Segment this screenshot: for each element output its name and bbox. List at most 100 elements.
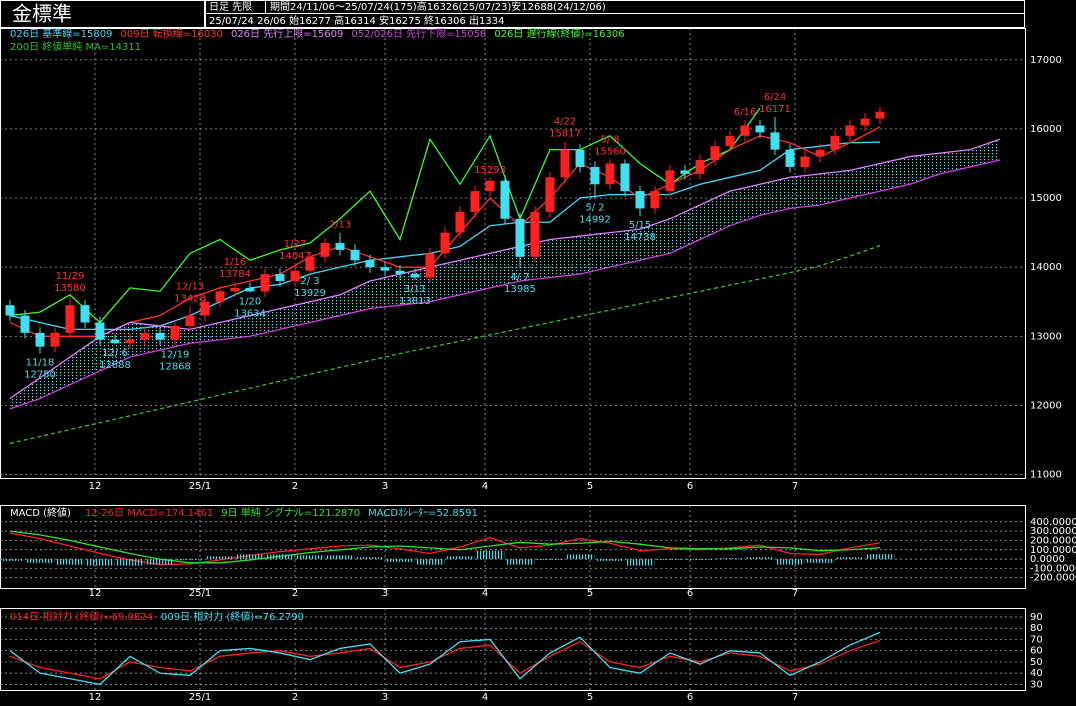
candle-body — [785, 149, 795, 167]
legend-entry: 009日 相対力 (終値)=76.2790 — [161, 610, 304, 623]
candle-body — [860, 118, 870, 126]
legend-entry: 9日 単純 シグナル=121.2870 — [221, 506, 360, 519]
annotation: 16171 — [759, 104, 791, 115]
y-tick-label: 100.0000 — [1030, 545, 1076, 556]
histogram-bar — [55, 559, 85, 565]
series-line — [9, 245, 881, 445]
candle-body — [635, 191, 645, 209]
x-tick-label: 5 — [587, 588, 593, 599]
candle-body — [260, 274, 270, 292]
y-tick-label: 12000 — [1030, 400, 1062, 411]
histogram-bar — [115, 559, 145, 566]
y-tick-label: 15000 — [1030, 193, 1062, 204]
candle-body — [500, 180, 510, 219]
candle-body — [200, 301, 210, 316]
histogram-bar — [145, 559, 175, 565]
x-tick-label: 7 — [792, 692, 798, 703]
candle-body — [560, 149, 570, 178]
candle-body — [425, 253, 435, 278]
annotation: 4/22 — [554, 117, 576, 128]
y-tick-label: 400.0000 — [1030, 517, 1076, 528]
candle-body — [215, 291, 225, 302]
histogram-bar — [685, 559, 715, 561]
candle-body — [620, 163, 630, 192]
candle-body — [515, 218, 525, 257]
x-tick-label: 2 — [292, 692, 298, 703]
x-tick-label: 12 — [89, 481, 102, 492]
annotation: 4/ 7 — [510, 272, 529, 283]
candle-body — [20, 315, 30, 333]
candle-body — [665, 170, 675, 192]
histogram-bar — [355, 557, 385, 560]
candle-body — [365, 260, 375, 268]
histogram-bar — [475, 550, 505, 560]
histogram-bar — [265, 554, 295, 560]
y-tick-label: 14000 — [1030, 262, 1062, 273]
y-tick-label: 16000 — [1030, 124, 1062, 135]
y-tick-label: -100.0000 — [1030, 563, 1076, 574]
x-tick-label: 12 — [89, 692, 102, 703]
candle-body — [875, 111, 885, 119]
y-tick-label: 13000 — [1030, 331, 1062, 342]
x-tick-label: 12 — [89, 588, 102, 599]
chart-title: 金標準 — [12, 2, 72, 26]
last-bar: 25/07/24 26/06 始16277 高16314 安16275 終163… — [209, 14, 505, 27]
y-tick-label: 17000 — [1030, 55, 1062, 66]
x-tick-label: 2 — [292, 588, 298, 599]
annotation: 15293 — [474, 165, 506, 176]
series-line — [9, 107, 761, 324]
annotation: 1/16 — [224, 257, 246, 268]
candle-body — [95, 322, 105, 340]
candle-body — [245, 287, 255, 292]
histogram-bar — [775, 559, 805, 565]
annotation: 14992 — [579, 215, 611, 226]
x-tick-label: 6 — [687, 692, 693, 703]
candle-body — [545, 177, 555, 212]
candle-body — [395, 270, 405, 275]
legend-entry: 026日 先行上限=15609 — [231, 27, 343, 40]
legend-entry: MACDｵｼﾚｰﾀｰ=52.8591 — [368, 507, 478, 519]
legend-entry: 026日 遅行線(終値)=16306 — [494, 27, 624, 40]
x-tick-label: 4 — [482, 692, 488, 703]
x-tick-label: 7 — [792, 481, 798, 492]
annotation: 5/ 2 — [585, 203, 604, 214]
candle-body — [350, 249, 360, 261]
histogram-bar — [625, 559, 655, 566]
candle-body — [35, 332, 45, 347]
y-tick-label: 11000 — [1030, 470, 1062, 481]
histogram-bar — [805, 559, 835, 563]
x-tick-label: 7 — [792, 588, 798, 599]
y-tick-label: 0.0000 — [1030, 554, 1065, 565]
x-tick-label: 3 — [382, 481, 388, 492]
candle-body — [380, 267, 390, 271]
candle-body — [695, 160, 705, 174]
annotation: 12750 — [24, 370, 56, 381]
annotation: 6/24 — [764, 92, 786, 103]
candle-body — [335, 242, 345, 250]
annotation: 12868 — [159, 361, 191, 372]
candle-body — [305, 256, 315, 271]
annotation: 5/15 — [629, 220, 651, 231]
x-tick-label: 25/1 — [189, 692, 211, 703]
annotation: 2/13 — [329, 220, 351, 231]
histogram-bar — [445, 556, 475, 560]
y-tick-label: 200.0000 — [1030, 535, 1076, 546]
candle-body — [185, 315, 195, 326]
y-tick-label: 40 — [1030, 668, 1043, 679]
histogram-bar — [235, 554, 265, 560]
mode: 日足 先限 — [209, 1, 252, 13]
annotation: 1/27 — [284, 239, 306, 250]
x-tick-label: 2 — [292, 481, 298, 492]
candle-body — [125, 339, 135, 344]
annotation: 3/11 — [404, 284, 426, 295]
series-line — [9, 639, 881, 680]
histogram-bar — [595, 559, 625, 561]
annotation: 14738 — [624, 232, 656, 243]
annotation: 14047 — [279, 251, 311, 262]
legend-entry: 12-26日 MACD=174.1461 — [85, 508, 213, 519]
histogram-bar — [535, 559, 565, 561]
legend-entry: 200日 終値単純 MA=14311 — [10, 40, 141, 53]
annotation: 13985 — [504, 284, 536, 295]
series-line — [9, 631, 881, 686]
annotation: 13813 — [399, 296, 431, 307]
